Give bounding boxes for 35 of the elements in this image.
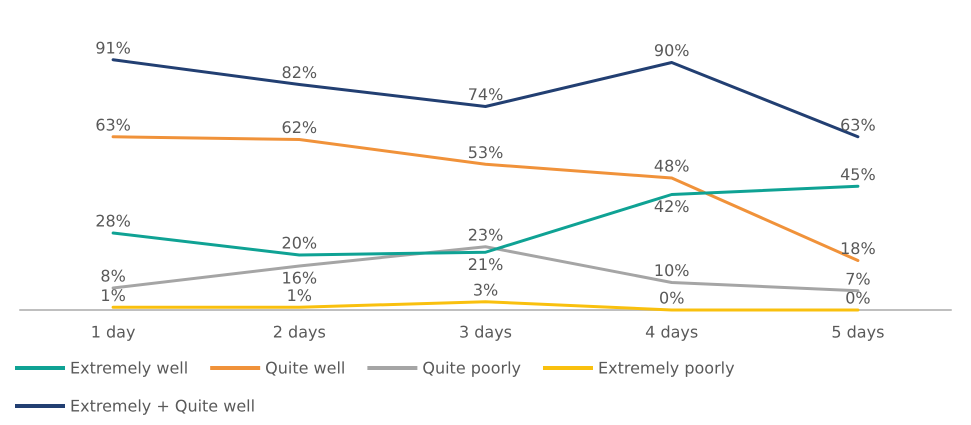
data-label: 90% [654,41,690,60]
legend-label: Extremely poorly [598,358,735,378]
data-label: 63% [95,115,131,134]
data-label: 10% [654,261,690,280]
data-label: 0% [659,288,684,308]
data-label: 18% [840,239,876,258]
data-label: 63% [840,115,876,134]
data-label: 42% [654,197,690,216]
legend-label: Quite well [265,358,346,378]
data-label: 3% [472,280,498,300]
data-label: 0% [845,288,871,308]
data-label: 21% [468,254,504,274]
legend-label: Quite poorly [422,358,521,378]
data-label: 74% [468,85,504,104]
data-label: 45% [840,164,876,184]
data-label: 62% [282,118,318,137]
data-label: 1% [286,286,312,305]
x-tick-label: 1 day [90,322,136,342]
x-tick-label: 4 days [645,322,698,342]
x-tick-label: 5 days [831,322,884,342]
data-label: 8% [100,266,126,286]
data-label: 53% [468,142,504,162]
legend-label: Extremely well [70,358,188,378]
data-label: 20% [282,234,318,252]
data-label: 82% [282,63,318,82]
data-label: 48% [654,156,690,176]
data-label: 23% [468,225,504,244]
data-label: 28% [95,212,131,230]
data-label: 7% [845,269,871,288]
x-tick-label: 3 days [458,322,512,342]
data-label: 91% [95,38,131,58]
legend-label: Extremely + Quite well [70,396,256,416]
data-label: 16% [282,268,318,288]
data-label: 1% [100,286,126,305]
x-tick-label: 2 days [272,322,326,342]
